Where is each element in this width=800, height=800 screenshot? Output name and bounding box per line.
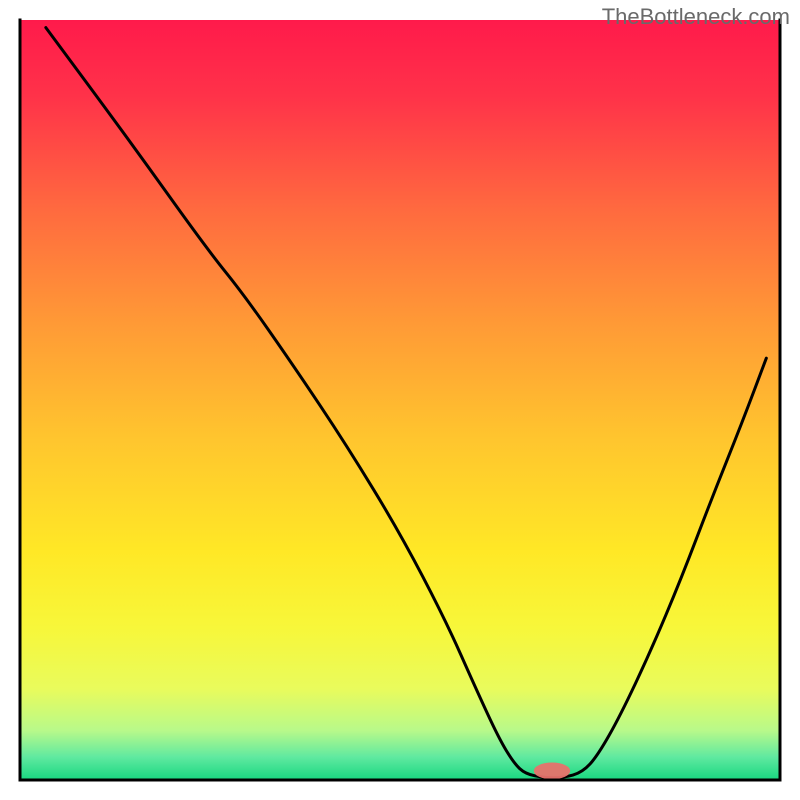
bottleneck-chart — [0, 0, 800, 800]
chart-container: TheBottleneck.com — [0, 0, 800, 800]
optimal-marker — [534, 763, 570, 780]
watermark-text: TheBottleneck.com — [602, 4, 790, 30]
plot-background — [20, 20, 780, 780]
